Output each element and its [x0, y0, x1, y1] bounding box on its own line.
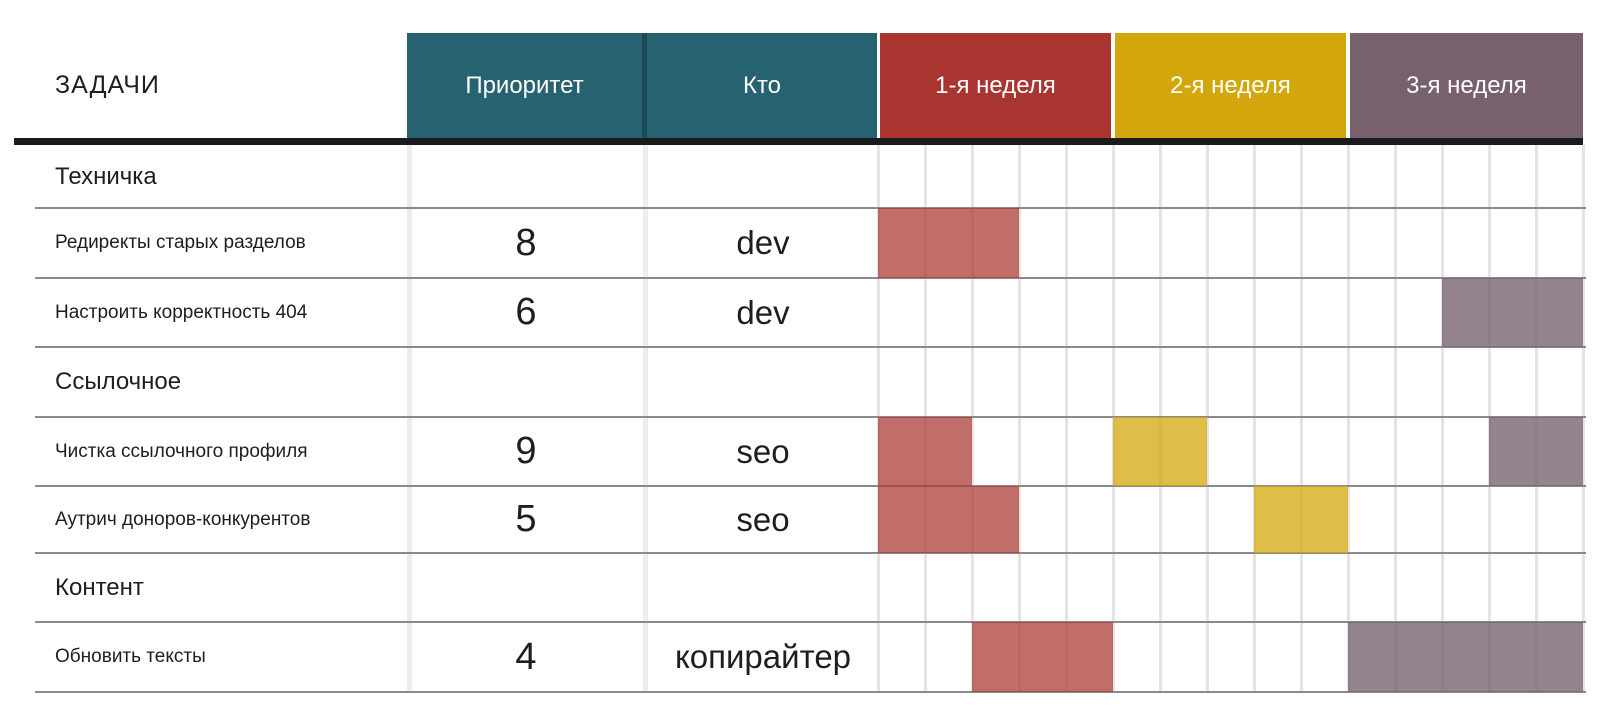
priority-value: 5 [515, 498, 537, 540]
section-title: Техничка [55, 162, 157, 190]
priority-value: 8 [515, 221, 537, 264]
section-row: Ссылочное [0, 347, 1605, 417]
task-row: Обновить тексты 4 копирайтер [0, 622, 1605, 692]
tasks-column-header: ЗАДАЧИ [55, 71, 160, 99]
column-divider [407, 145, 412, 692]
row-divider [35, 485, 1586, 487]
week-header-1: 1-я неделя [880, 33, 1111, 138]
gantt-bar-week-1 [878, 417, 972, 486]
row-divider [35, 207, 1586, 209]
row-divider [35, 416, 1586, 418]
day-gridline [1018, 145, 1021, 692]
header-underline [14, 138, 1583, 145]
row-divider [35, 277, 1586, 279]
row-divider [35, 552, 1586, 554]
section-row: Контент [0, 553, 1605, 622]
day-gridline [1253, 145, 1256, 692]
gantt-bar-week-1 [878, 486, 1019, 553]
task-name: Аутрич доноров-конкурентов [55, 508, 311, 530]
who-value: копирайтер [674, 638, 852, 675]
gantt-bar-week-2 [1254, 486, 1348, 553]
task-name: Обновить тексты [55, 646, 206, 667]
day-gridline [1441, 145, 1444, 692]
gantt-bar-week-1 [972, 622, 1113, 692]
day-gridline [1394, 145, 1397, 692]
task-row: Чистка ссылочного профиля 9 seo [0, 417, 1605, 486]
column-header-who: Кто [742, 71, 782, 99]
priority-value: 4 [515, 635, 537, 678]
task-row: Аутрич доноров-конкурентов 5 seo [0, 486, 1605, 553]
gantt-bar-week-1 [878, 208, 1019, 278]
who-value: seo [736, 432, 790, 470]
gantt-bar-week-3 [1489, 417, 1583, 486]
day-gridline [1300, 145, 1303, 692]
task-name: Редиректы старых разделов [55, 232, 306, 253]
day-gridline [1065, 145, 1068, 692]
row-divider [35, 346, 1586, 348]
day-gridline [1582, 145, 1585, 692]
week-header-3: 3-я неделя [1350, 33, 1583, 138]
day-gridline [1206, 145, 1209, 692]
row-divider [35, 621, 1586, 623]
section-row: Техничка [0, 145, 1605, 208]
section-title: Контент [55, 573, 144, 601]
column-divider [643, 145, 648, 692]
gantt-bar-week-3 [1442, 278, 1583, 347]
header-column-divider [642, 33, 647, 138]
row-divider [35, 691, 1586, 693]
who-value: dev [736, 293, 790, 331]
day-gridline [971, 145, 974, 692]
task-name: Чистка ссылочного профиля [55, 440, 308, 462]
section-title: Ссылочное [55, 368, 182, 395]
task-row: Настроить корректность 404 6 dev [0, 278, 1605, 347]
task-name: Настроить корректность 404 [55, 301, 308, 323]
priority-who-header-block: Приоритет Кто [407, 33, 877, 138]
week-header-2: 2-я неделя [1115, 33, 1346, 138]
priority-value: 9 [515, 430, 537, 472]
column-header-priority: Приоритет [465, 71, 584, 99]
priority-value: 6 [515, 291, 537, 333]
who-value: dev [736, 224, 790, 261]
gantt-bar-week-3 [1348, 622, 1583, 692]
task-row: Редиректы старых разделов 8 dev [0, 208, 1605, 278]
day-gridline [1347, 145, 1350, 692]
gantt-bar-week-2 [1113, 417, 1207, 486]
who-value: seo [736, 500, 790, 538]
